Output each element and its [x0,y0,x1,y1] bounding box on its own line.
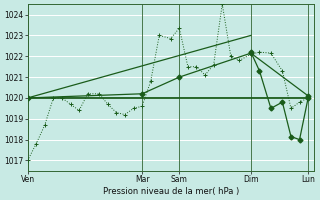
X-axis label: Pression niveau de la mer( hPa ): Pression niveau de la mer( hPa ) [103,187,239,196]
